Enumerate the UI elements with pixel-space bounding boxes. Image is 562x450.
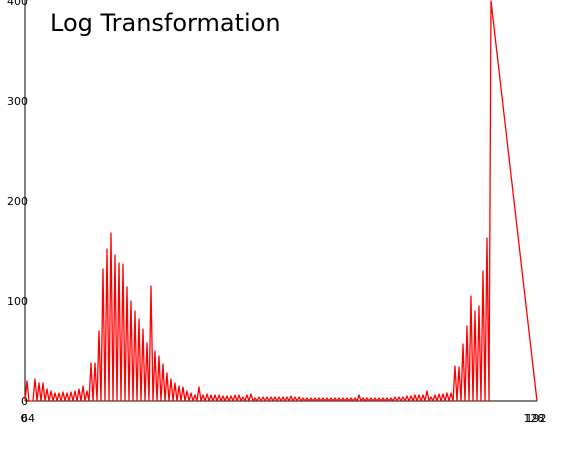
y-ticks: 0 100 200 300 400: [7, 0, 28, 408]
y-tick-label: 400: [7, 0, 28, 8]
histogram-line: [24, 0, 538, 402]
y-tick-label: 200: [7, 195, 28, 208]
chart-title: Log Transformation: [50, 9, 281, 37]
y-tick-label: 0: [21, 395, 28, 408]
x-tick-label: 128: [524, 412, 545, 425]
x-tick-label: 192: [526, 412, 547, 425]
y-tick-label: 100: [7, 295, 28, 308]
x-tick-label: 0: [21, 412, 28, 425]
y-tick-label: 300: [7, 95, 28, 108]
x-tick-label: 64: [21, 412, 35, 425]
